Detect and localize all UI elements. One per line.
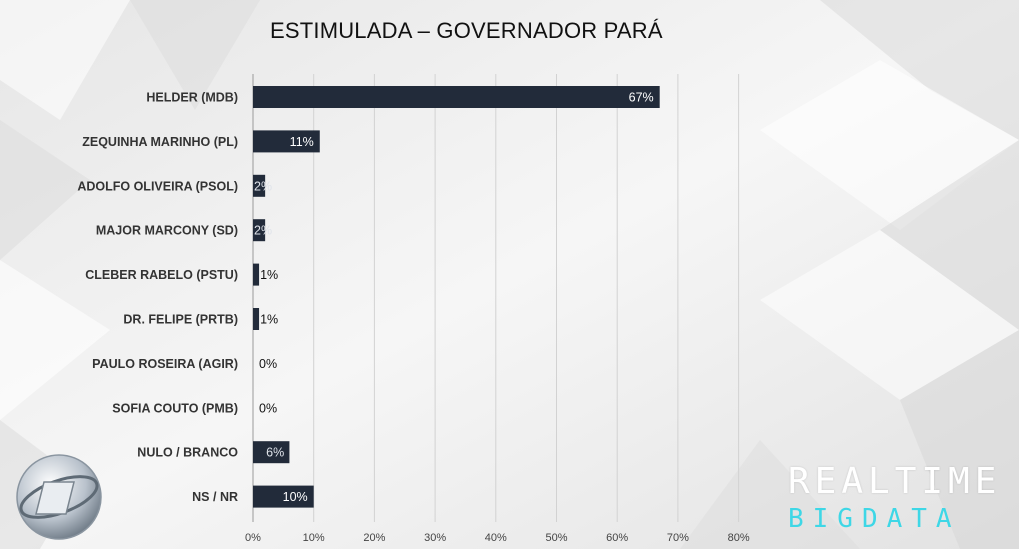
x-tick-label: 10% — [303, 532, 325, 544]
data-label: 2% — [254, 179, 272, 193]
data-label: 2% — [254, 224, 272, 238]
category-label: DR. FELIPE (PRTB) — [123, 313, 238, 327]
data-label: 11% — [290, 135, 314, 149]
bar — [253, 485, 314, 508]
brand-realtime-text: REALTIME — [788, 461, 1002, 502]
bar — [253, 441, 290, 464]
x-tick-label: 60% — [606, 532, 628, 544]
data-label: 67% — [629, 91, 654, 105]
x-tick-label: 40% — [485, 532, 507, 544]
bar — [253, 263, 260, 286]
category-label: CLEBER RABELO (PSTU) — [85, 268, 238, 282]
category-label: MAJOR MARCONY (SD) — [96, 224, 238, 238]
x-tick-label: 0% — [245, 532, 261, 544]
category-label: PAULO ROSEIRA (AGIR) — [92, 357, 238, 371]
x-tick-label: 50% — [545, 532, 567, 544]
category-label: SOFIA COUTO (PMB) — [112, 401, 238, 415]
bar — [253, 174, 266, 197]
x-tick-labels: 0% 10% 20% 30% 40% 50% 60% 70% 80% — [245, 532, 750, 544]
category-label: NULO / BRANCO — [137, 446, 238, 460]
record-tv-sphere-logo — [16, 454, 102, 540]
category-labels: HELDER (MDB) ZEQUINHA MARINHO (PL) ADOLFO … — [77, 91, 238, 505]
bar — [253, 86, 660, 108]
data-label: 1% — [260, 268, 278, 282]
x-tick-label: 80% — [728, 532, 750, 544]
data-label: 1% — [260, 313, 278, 327]
category-label: HELDER (MDB) — [146, 91, 238, 105]
data-label: 0% — [259, 401, 277, 415]
data-label: 10% — [283, 490, 308, 504]
category-label: NS / NR — [192, 490, 238, 504]
x-tick-label: 70% — [667, 532, 689, 544]
data-label: 6% — [266, 446, 284, 460]
bar — [253, 130, 320, 153]
gridlines — [252, 74, 740, 522]
category-label: ZEQUINHA MARINHO (PL) — [82, 135, 238, 149]
brand-bigdata-text: BIGDATA — [788, 504, 961, 534]
category-label: ADOLFO OLIVEIRA (PSOL) — [77, 179, 238, 193]
x-tick-label: 30% — [424, 532, 446, 544]
x-tick-label: 20% — [363, 532, 385, 544]
data-label: 0% — [259, 357, 277, 371]
value-labels: 67% 11% 2% 2% 1% 1% 0% 0% 6% 10% — [254, 91, 654, 505]
chart-title: ESTIMULADA – GOVERNADOR PARÁ — [270, 18, 663, 43]
bars — [253, 86, 660, 508]
bar — [253, 308, 260, 330]
realtime-bigdata-brand: REALTIME BIGDATA — [788, 461, 1002, 535]
bar — [253, 219, 266, 242]
